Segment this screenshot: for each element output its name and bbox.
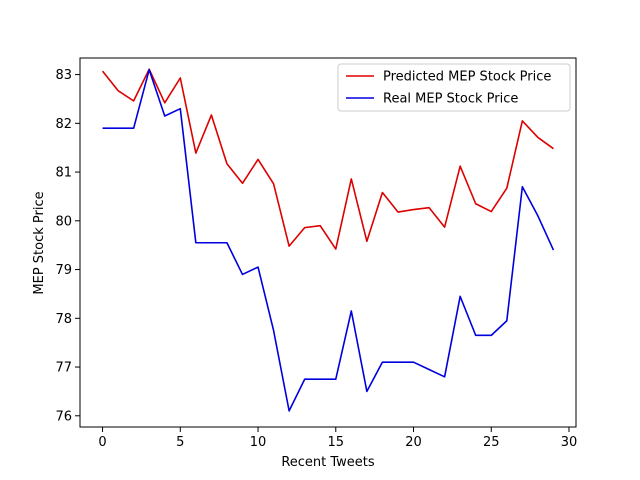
series-line-real [102, 68, 555, 412]
y-tick-label: 82 [55, 117, 72, 132]
y-tick-label: 77 [55, 361, 72, 376]
x-axis-label: Recent Tweets [281, 455, 375, 470]
x-tick-label: 0 [98, 435, 106, 450]
plot-frame [79, 57, 577, 428]
y-axis: 76 77 78 79 80 81 82 83 [55, 68, 80, 424]
x-tick-label: 5 [176, 435, 184, 450]
x-tick-label: 25 [483, 435, 500, 450]
legend-box [337, 63, 571, 112]
x-tick-label: 15 [328, 435, 345, 450]
x-tick-label: 30 [561, 435, 578, 450]
series-line-predicted [101, 68, 554, 250]
y-tick-label: 80 [55, 214, 72, 229]
legend: Predicted MEP Stock Price Real MEP Stock … [337, 63, 571, 112]
series-layer [101, 68, 555, 412]
x-tick-label: 20 [405, 435, 422, 450]
y-tick-label: 79 [55, 263, 72, 278]
y-axis-label: MEP Stock Price [32, 191, 47, 294]
y-tick-label: 78 [55, 312, 72, 327]
y-tick-label: 76 [55, 409, 72, 424]
legend-label: Real MEP Stock Price [383, 92, 518, 107]
y-tick-label: 81 [55, 166, 72, 181]
x-tick-label: 10 [250, 435, 267, 450]
legend-label: Predicted MEP Stock Price [383, 70, 551, 85]
x-axis: 0 5 10 15 20 25 30 [98, 427, 577, 450]
y-tick-label: 83 [55, 68, 72, 83]
